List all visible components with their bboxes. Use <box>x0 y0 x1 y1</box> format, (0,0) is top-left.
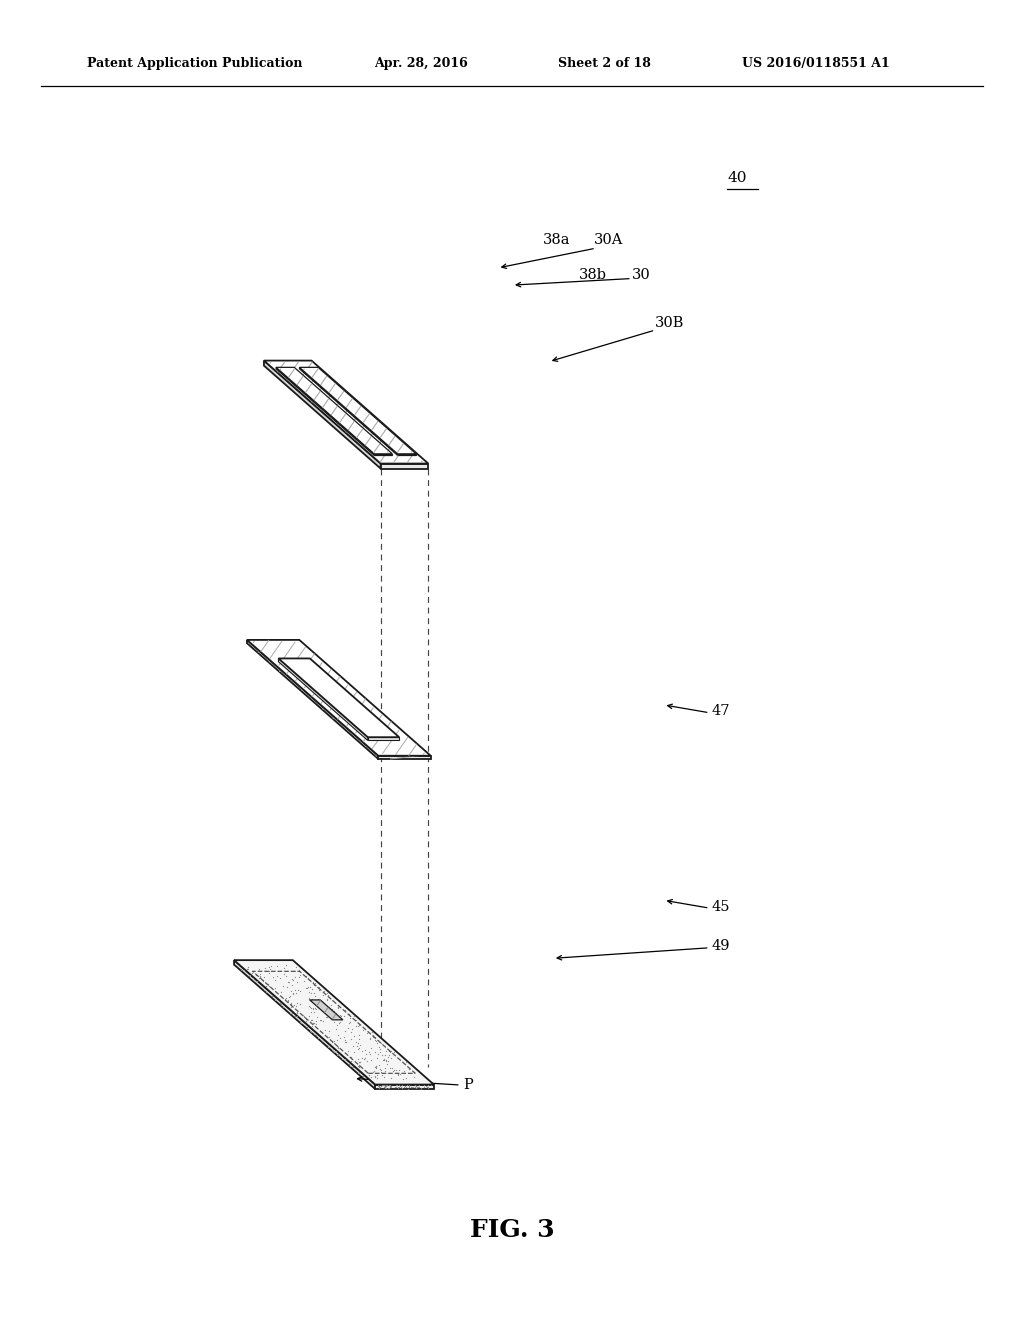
Polygon shape <box>234 960 434 1085</box>
Polygon shape <box>375 1085 434 1089</box>
Polygon shape <box>247 640 431 756</box>
Text: FIG. 3: FIG. 3 <box>470 1218 554 1242</box>
Polygon shape <box>264 360 428 463</box>
Polygon shape <box>309 1001 343 1020</box>
Polygon shape <box>374 454 392 455</box>
Polygon shape <box>234 960 375 1089</box>
Text: Apr. 28, 2016: Apr. 28, 2016 <box>374 57 468 70</box>
Text: 47: 47 <box>712 705 730 718</box>
Text: 40: 40 <box>727 172 746 185</box>
Polygon shape <box>378 756 431 759</box>
Polygon shape <box>299 367 416 454</box>
Polygon shape <box>397 454 416 455</box>
Polygon shape <box>299 367 397 455</box>
Text: 45: 45 <box>712 900 730 913</box>
Polygon shape <box>276 367 392 454</box>
Polygon shape <box>279 659 368 741</box>
Text: 30B: 30B <box>655 317 685 330</box>
Text: Sheet 2 of 18: Sheet 2 of 18 <box>558 57 651 70</box>
Text: 38b: 38b <box>579 268 606 281</box>
Polygon shape <box>381 463 428 469</box>
Text: 38a: 38a <box>543 234 570 247</box>
Polygon shape <box>276 367 374 455</box>
Text: Patent Application Publication: Patent Application Publication <box>87 57 302 70</box>
Polygon shape <box>264 360 381 469</box>
Polygon shape <box>368 737 399 741</box>
Text: 49: 49 <box>712 940 730 953</box>
Polygon shape <box>279 659 399 737</box>
Text: 30A: 30A <box>594 234 624 247</box>
Text: P: P <box>463 1078 473 1092</box>
Text: US 2016/0118551 A1: US 2016/0118551 A1 <box>742 57 890 70</box>
Text: 30: 30 <box>632 268 650 281</box>
Polygon shape <box>247 640 378 759</box>
